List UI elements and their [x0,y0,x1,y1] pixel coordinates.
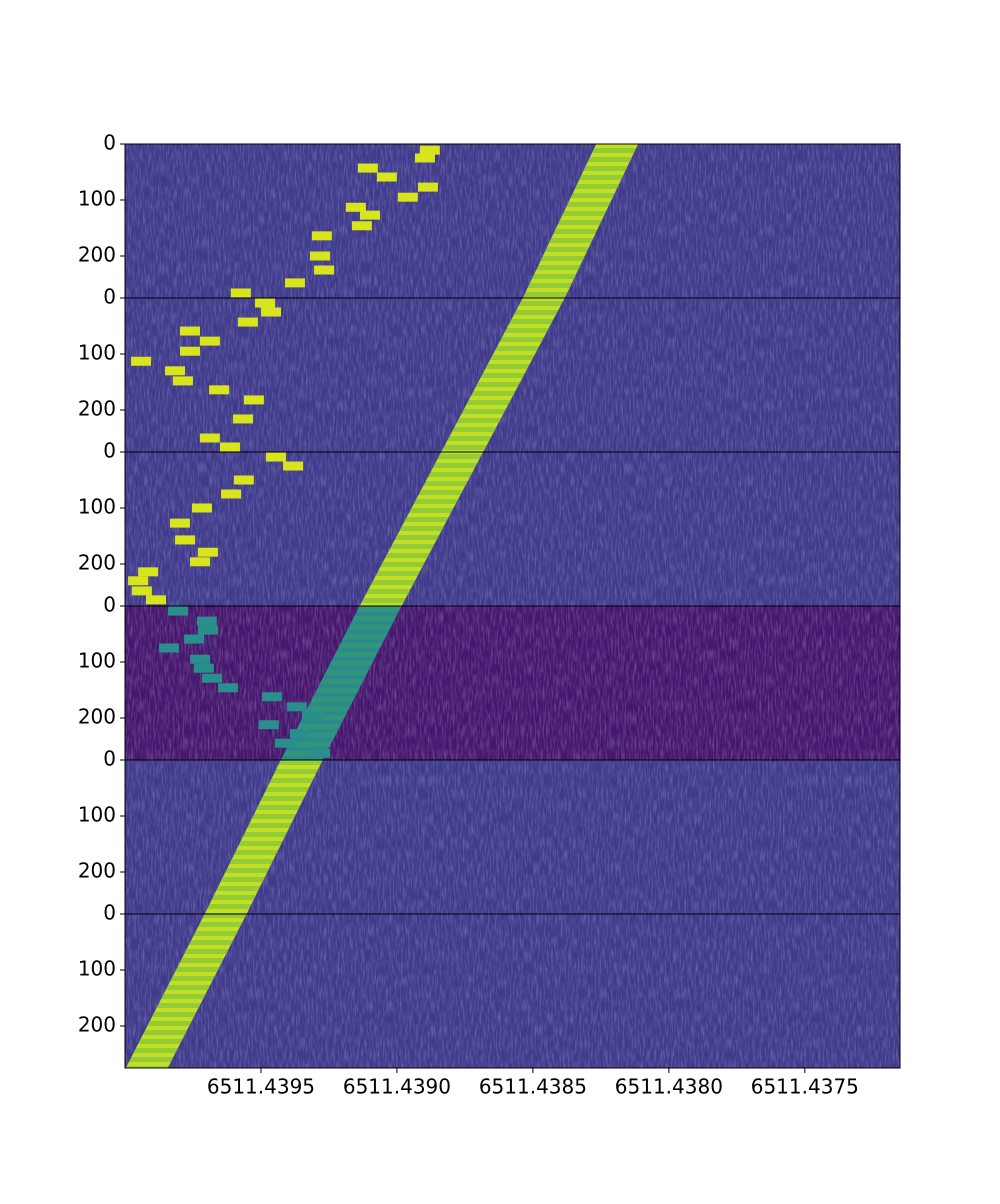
noise [125,914,900,1068]
blob [184,634,205,644]
blob [131,356,152,366]
blob [301,711,322,721]
blob [202,673,223,683]
noise [125,606,900,760]
y-tick-label: 0 [103,285,116,309]
blob [146,595,166,605]
blob [196,616,217,626]
blob [376,172,397,182]
blob [197,625,218,635]
y-tick-label: 200 [78,551,116,575]
y-tick-label: 200 [78,1013,116,1037]
y-tick-label: 100 [78,187,116,211]
blob [199,433,220,443]
noise [125,144,900,298]
blob [397,192,418,202]
y-tick-label: 100 [78,495,116,519]
blob [314,265,335,275]
blob [284,278,305,288]
blob [159,643,180,653]
y-tick-label: 100 [78,341,116,365]
signal-band-texture [522,144,639,298]
blob [197,547,218,557]
blob [138,567,159,577]
y-tick-label: 100 [78,649,116,673]
blob [360,210,381,220]
blob [233,414,254,424]
y-tick-label: 200 [78,243,116,267]
y-tick-label: 0 [103,593,116,617]
blob [286,702,307,712]
signal-band-texture [359,452,484,606]
blob [233,475,254,485]
blob [128,576,149,586]
x-tick-label: 6511.4395 [207,1075,315,1099]
y-tick-label: 100 [78,803,116,827]
blob [169,518,190,528]
blob [191,503,212,513]
signal-band-texture [441,298,565,452]
x-tick-label: 6511.4375 [751,1075,859,1099]
blob [265,452,286,462]
blob [283,461,304,471]
blob [274,738,295,748]
x-tick-label: 6511.4390 [343,1075,451,1099]
blob [172,376,193,386]
blob [190,557,211,567]
blob [345,202,366,212]
y-tick-label: 200 [78,859,116,883]
blob [219,442,240,452]
y-tick-label: 100 [78,957,116,981]
blob [351,221,372,231]
blob [190,654,211,664]
blob [193,663,214,673]
blob [289,729,310,739]
blob [243,395,264,405]
y-tick-label: 0 [103,131,116,155]
blob [175,535,196,545]
plot-area [125,144,900,1068]
x-tick-label: 6511.4385 [479,1075,587,1099]
y-tick-label: 200 [78,397,116,421]
signal-band-texture [204,760,323,914]
y-tick-label: 0 [103,439,116,463]
blob [218,683,239,693]
signal-band-texture [280,606,402,760]
blob [255,298,276,308]
blob [261,307,282,317]
blob [131,586,152,596]
blob [311,231,332,241]
blob [309,748,330,758]
blob [230,288,251,298]
signal-band-texture [125,914,247,1068]
blob [179,346,200,356]
blob [414,153,435,163]
blob [165,366,186,376]
blob [419,145,440,155]
blob [417,182,438,192]
y-tick-label: 200 [78,705,116,729]
blob [221,489,242,499]
y-tick-label: 0 [103,901,116,925]
blob [179,326,200,336]
blob [209,385,230,395]
blob [258,720,279,730]
axes-frame [124,143,901,1069]
blob [168,606,189,616]
blob [309,251,330,261]
x-tick-label: 6511.4380 [615,1075,723,1099]
blob [237,317,258,327]
blob [261,692,282,702]
blob [357,163,378,173]
blob [199,336,220,346]
y-tick-label: 0 [103,747,116,771]
noise [125,452,900,606]
axes: 0 100 200 0 100 200 0 100 200 0 100 200 0 100 200 0 100 2… [78,131,901,1099]
